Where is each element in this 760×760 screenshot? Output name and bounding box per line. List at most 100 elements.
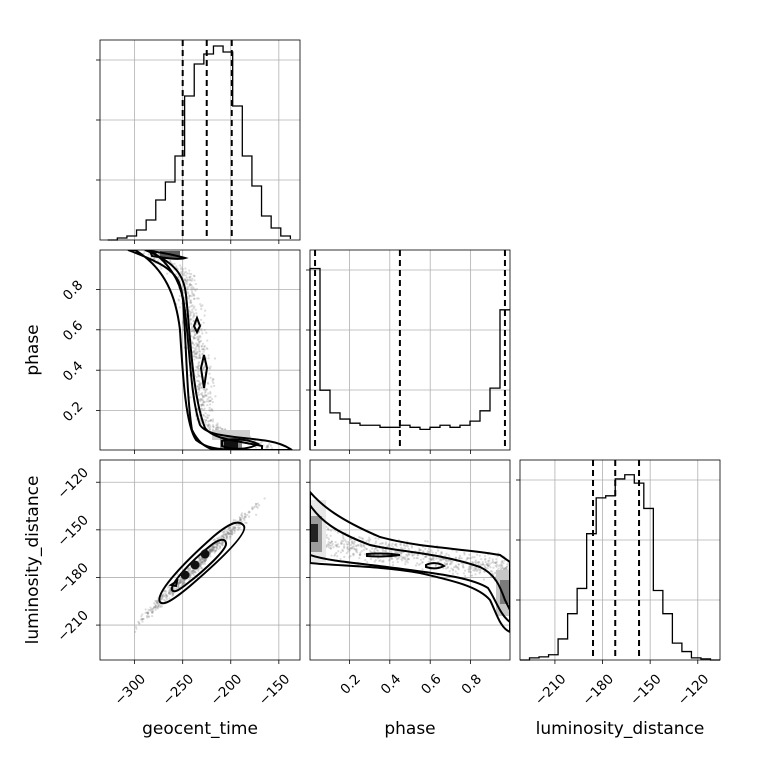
sample-point — [189, 286, 193, 290]
sample-point — [328, 546, 331, 549]
sample-point — [200, 403, 204, 407]
sample-point — [185, 288, 188, 291]
sample-point — [193, 294, 196, 297]
sample-point — [450, 562, 453, 565]
sample-point — [481, 563, 485, 566]
sample-point — [353, 547, 356, 551]
sample-point — [365, 547, 368, 551]
sample-point — [156, 605, 160, 608]
sample-point — [162, 593, 165, 596]
sample-point — [198, 387, 201, 390]
sample-point — [380, 560, 383, 563]
sample-point — [202, 321, 205, 324]
sample-point — [387, 543, 391, 546]
sample-point — [404, 544, 408, 548]
sample-point — [201, 304, 204, 307]
sample-point — [216, 422, 219, 425]
sample-point — [265, 446, 268, 449]
sample-point — [367, 538, 370, 542]
sample-point — [197, 557, 201, 560]
sample-point — [345, 552, 348, 555]
sample-point — [181, 580, 185, 584]
sample-point — [196, 350, 199, 354]
tick-label-x: −200 — [208, 671, 246, 709]
sample-point — [391, 563, 395, 567]
contour-core — [180, 570, 190, 580]
sample-point — [196, 379, 199, 382]
sample-point — [202, 367, 205, 370]
ticks: 0.2 0.4 0.6 0.8 — [306, 481, 485, 698]
sample-point — [217, 542, 220, 545]
sample-point — [350, 542, 354, 545]
sample-point — [198, 375, 201, 378]
sample-point — [194, 352, 197, 356]
sample-point — [211, 424, 215, 427]
sample-point — [161, 596, 164, 599]
sample-point — [197, 391, 200, 394]
sample-point — [403, 557, 406, 560]
sample-point — [203, 562, 207, 565]
sample-point — [496, 555, 499, 558]
sample-point — [228, 535, 231, 538]
sample-point — [361, 537, 364, 540]
sample-point — [232, 519, 235, 522]
sample-point — [200, 344, 204, 347]
sample-point — [221, 535, 224, 538]
sample-point — [494, 561, 497, 564]
ticks: 0.2 0.4 0.6 0.8 — [60, 277, 280, 454]
sample-point — [214, 549, 217, 552]
sample-point — [199, 558, 202, 562]
sample-point — [254, 446, 258, 449]
sample-point — [204, 415, 207, 418]
sample-point — [215, 548, 218, 552]
sample-point — [206, 403, 209, 407]
contour-core — [200, 549, 210, 559]
sample-point — [352, 554, 355, 557]
sample-point — [195, 312, 198, 315]
sample-point — [191, 326, 194, 329]
sample-point — [149, 606, 152, 609]
sample-point — [434, 551, 438, 554]
sample-point — [200, 399, 203, 402]
sample-point — [200, 329, 203, 332]
sample-point — [197, 357, 200, 360]
sample-point — [195, 351, 198, 354]
sample-point — [358, 535, 361, 539]
sample-point — [474, 562, 477, 565]
sample-point — [222, 536, 225, 539]
sample-point — [189, 574, 192, 577]
sample-point — [197, 347, 201, 350]
sample-point — [468, 567, 472, 571]
sample-point — [200, 403, 203, 406]
sample-point — [203, 345, 206, 348]
sample-point — [218, 536, 221, 539]
sample-point — [179, 271, 183, 274]
sample-point — [335, 544, 338, 547]
sample-point — [374, 537, 377, 540]
sample-point — [178, 581, 181, 584]
xlabel-luminosity-distance: luminosity_distance — [536, 719, 705, 739]
sample-point — [444, 558, 447, 561]
sample-point — [209, 548, 212, 551]
sample-point — [145, 611, 149, 614]
sample-point — [190, 288, 193, 291]
sample-point — [502, 567, 505, 571]
sample-point — [188, 294, 191, 297]
ticks: −210 −180 −150 −120 — [516, 479, 712, 709]
sample-point — [138, 622, 141, 625]
sample-point — [349, 544, 352, 547]
sample-point — [462, 572, 466, 575]
sample-point — [196, 338, 199, 341]
sample-point — [194, 571, 197, 574]
sample-point — [205, 346, 208, 350]
panel-frame — [99, 459, 301, 661]
sample-point — [175, 265, 178, 268]
sample-point — [473, 566, 476, 570]
sample-point — [196, 385, 199, 388]
sample-point — [224, 534, 227, 537]
sample-point — [335, 551, 338, 555]
sample-point — [192, 335, 195, 338]
sample-point — [198, 383, 201, 386]
density-bin — [310, 524, 318, 542]
sample-point — [486, 567, 489, 570]
